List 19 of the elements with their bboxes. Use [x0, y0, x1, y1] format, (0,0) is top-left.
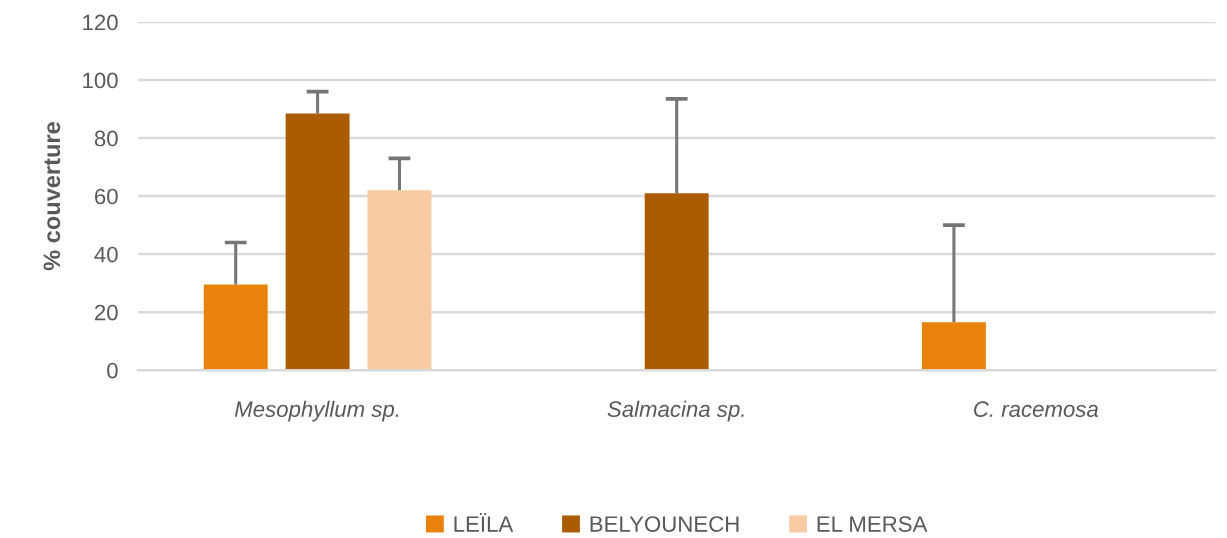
- y-tick-label: 100: [83, 72, 118, 89]
- y-tick-label: 20: [95, 304, 118, 321]
- y-tick-label: 80: [94, 130, 118, 147]
- y-tick-label: 60: [95, 188, 118, 205]
- legend-label: BELYOUNECH: [590, 516, 739, 532]
- bar: [285, 113, 350, 371]
- legend-label: LEÏLA: [454, 513, 514, 532]
- x-tick-label: C. racemosa: [974, 401, 1099, 418]
- y-tick-label: 120: [83, 14, 118, 31]
- y-tick-label: 0: [107, 362, 118, 379]
- bar: [921, 322, 986, 371]
- bar: [644, 193, 709, 371]
- bar: [203, 284, 268, 371]
- bar: [367, 190, 432, 371]
- y-tick-label: 40: [94, 246, 118, 263]
- legend-label: EL MERSA: [817, 516, 928, 532]
- x-tick-label: Mesophyllum sp.: [234, 400, 399, 422]
- y-axis-title: % couverture: [43, 122, 61, 271]
- x-tick-label: Salmacina sp.: [607, 400, 744, 422]
